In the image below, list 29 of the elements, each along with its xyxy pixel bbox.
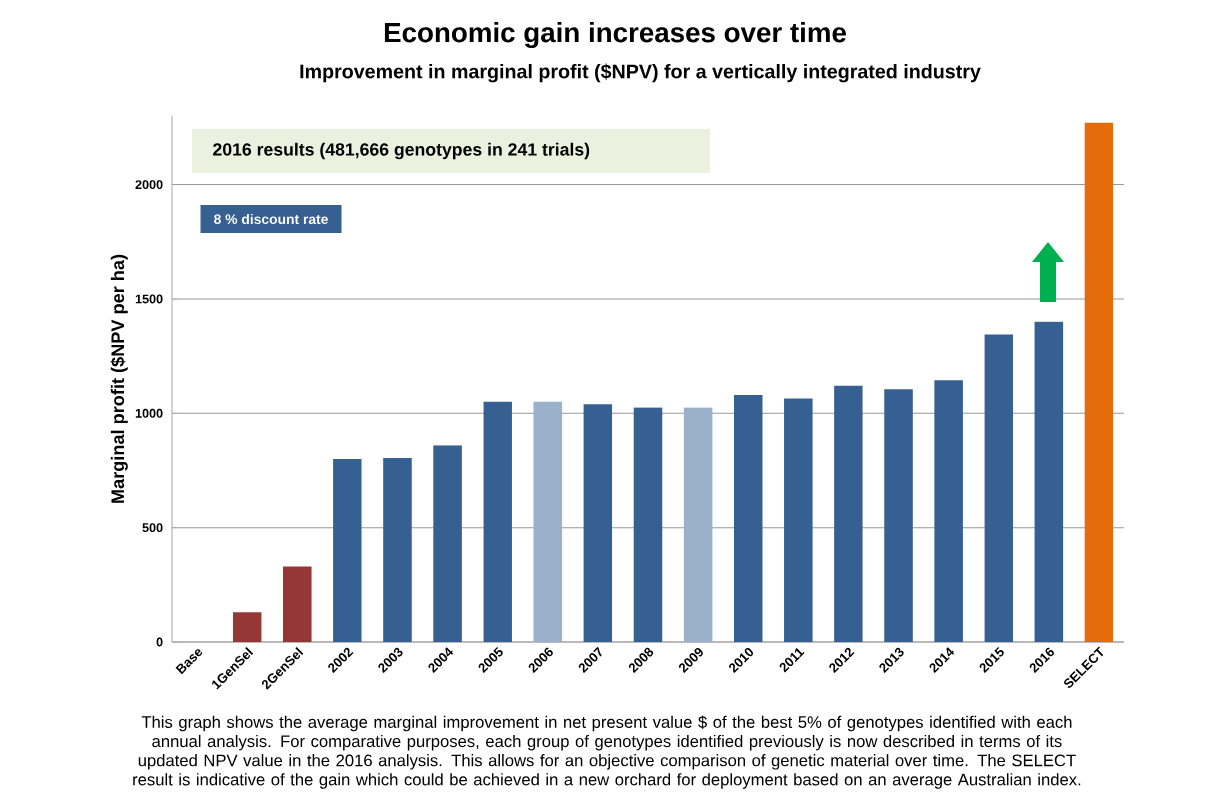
bar — [1084, 122, 1114, 642]
bar — [884, 389, 913, 642]
bar — [683, 407, 713, 642]
bar — [834, 385, 863, 642]
text: This graph shows the average marginal improvement in net present value $ of the best 5% of genotypes identified with each annual analysis. For comparative purposes, each group of genotypes identified previously is now described in terms of its updated NPV value in the 2016 analysis. This allows for an objective comparison of genetic material over time. The SELECT result is indicative of the gain which could be achieved in a new orchard for deployment based on an average Australian index. — [133, 715, 1081, 789]
bar — [984, 334, 1014, 642]
annotation: 8 % discount rate — [214, 213, 328, 225]
bar — [934, 380, 963, 642]
bar — [1034, 321, 1064, 642]
bar — [383, 457, 412, 642]
bar — [333, 459, 362, 642]
y-tick-label: 1000 — [135, 408, 163, 418]
bar — [483, 401, 512, 642]
y-tick-label: 1500 — [135, 294, 163, 304]
bar — [733, 395, 763, 642]
y-axis-title: Marginal profit ($NPV per ha) — [110, 254, 128, 503]
bar — [232, 612, 262, 642]
bar — [633, 407, 663, 642]
y-tick-label: 2000 — [135, 180, 163, 190]
chart-title: Economic gain increases over time — [384, 22, 846, 48]
y-tick-label: 0 — [156, 637, 163, 647]
bar — [282, 566, 312, 642]
y-tick-label: 500 — [142, 523, 163, 533]
bar — [433, 445, 462, 642]
bar — [583, 404, 613, 642]
bar — [784, 398, 813, 642]
bar — [533, 401, 563, 642]
annotation: 2016 results (481,666 genotypes in 241 trials) — [213, 142, 590, 160]
chart-subtitle: Improvement in marginal profit ($NPV) for a vertically integrated industry — [300, 63, 981, 83]
